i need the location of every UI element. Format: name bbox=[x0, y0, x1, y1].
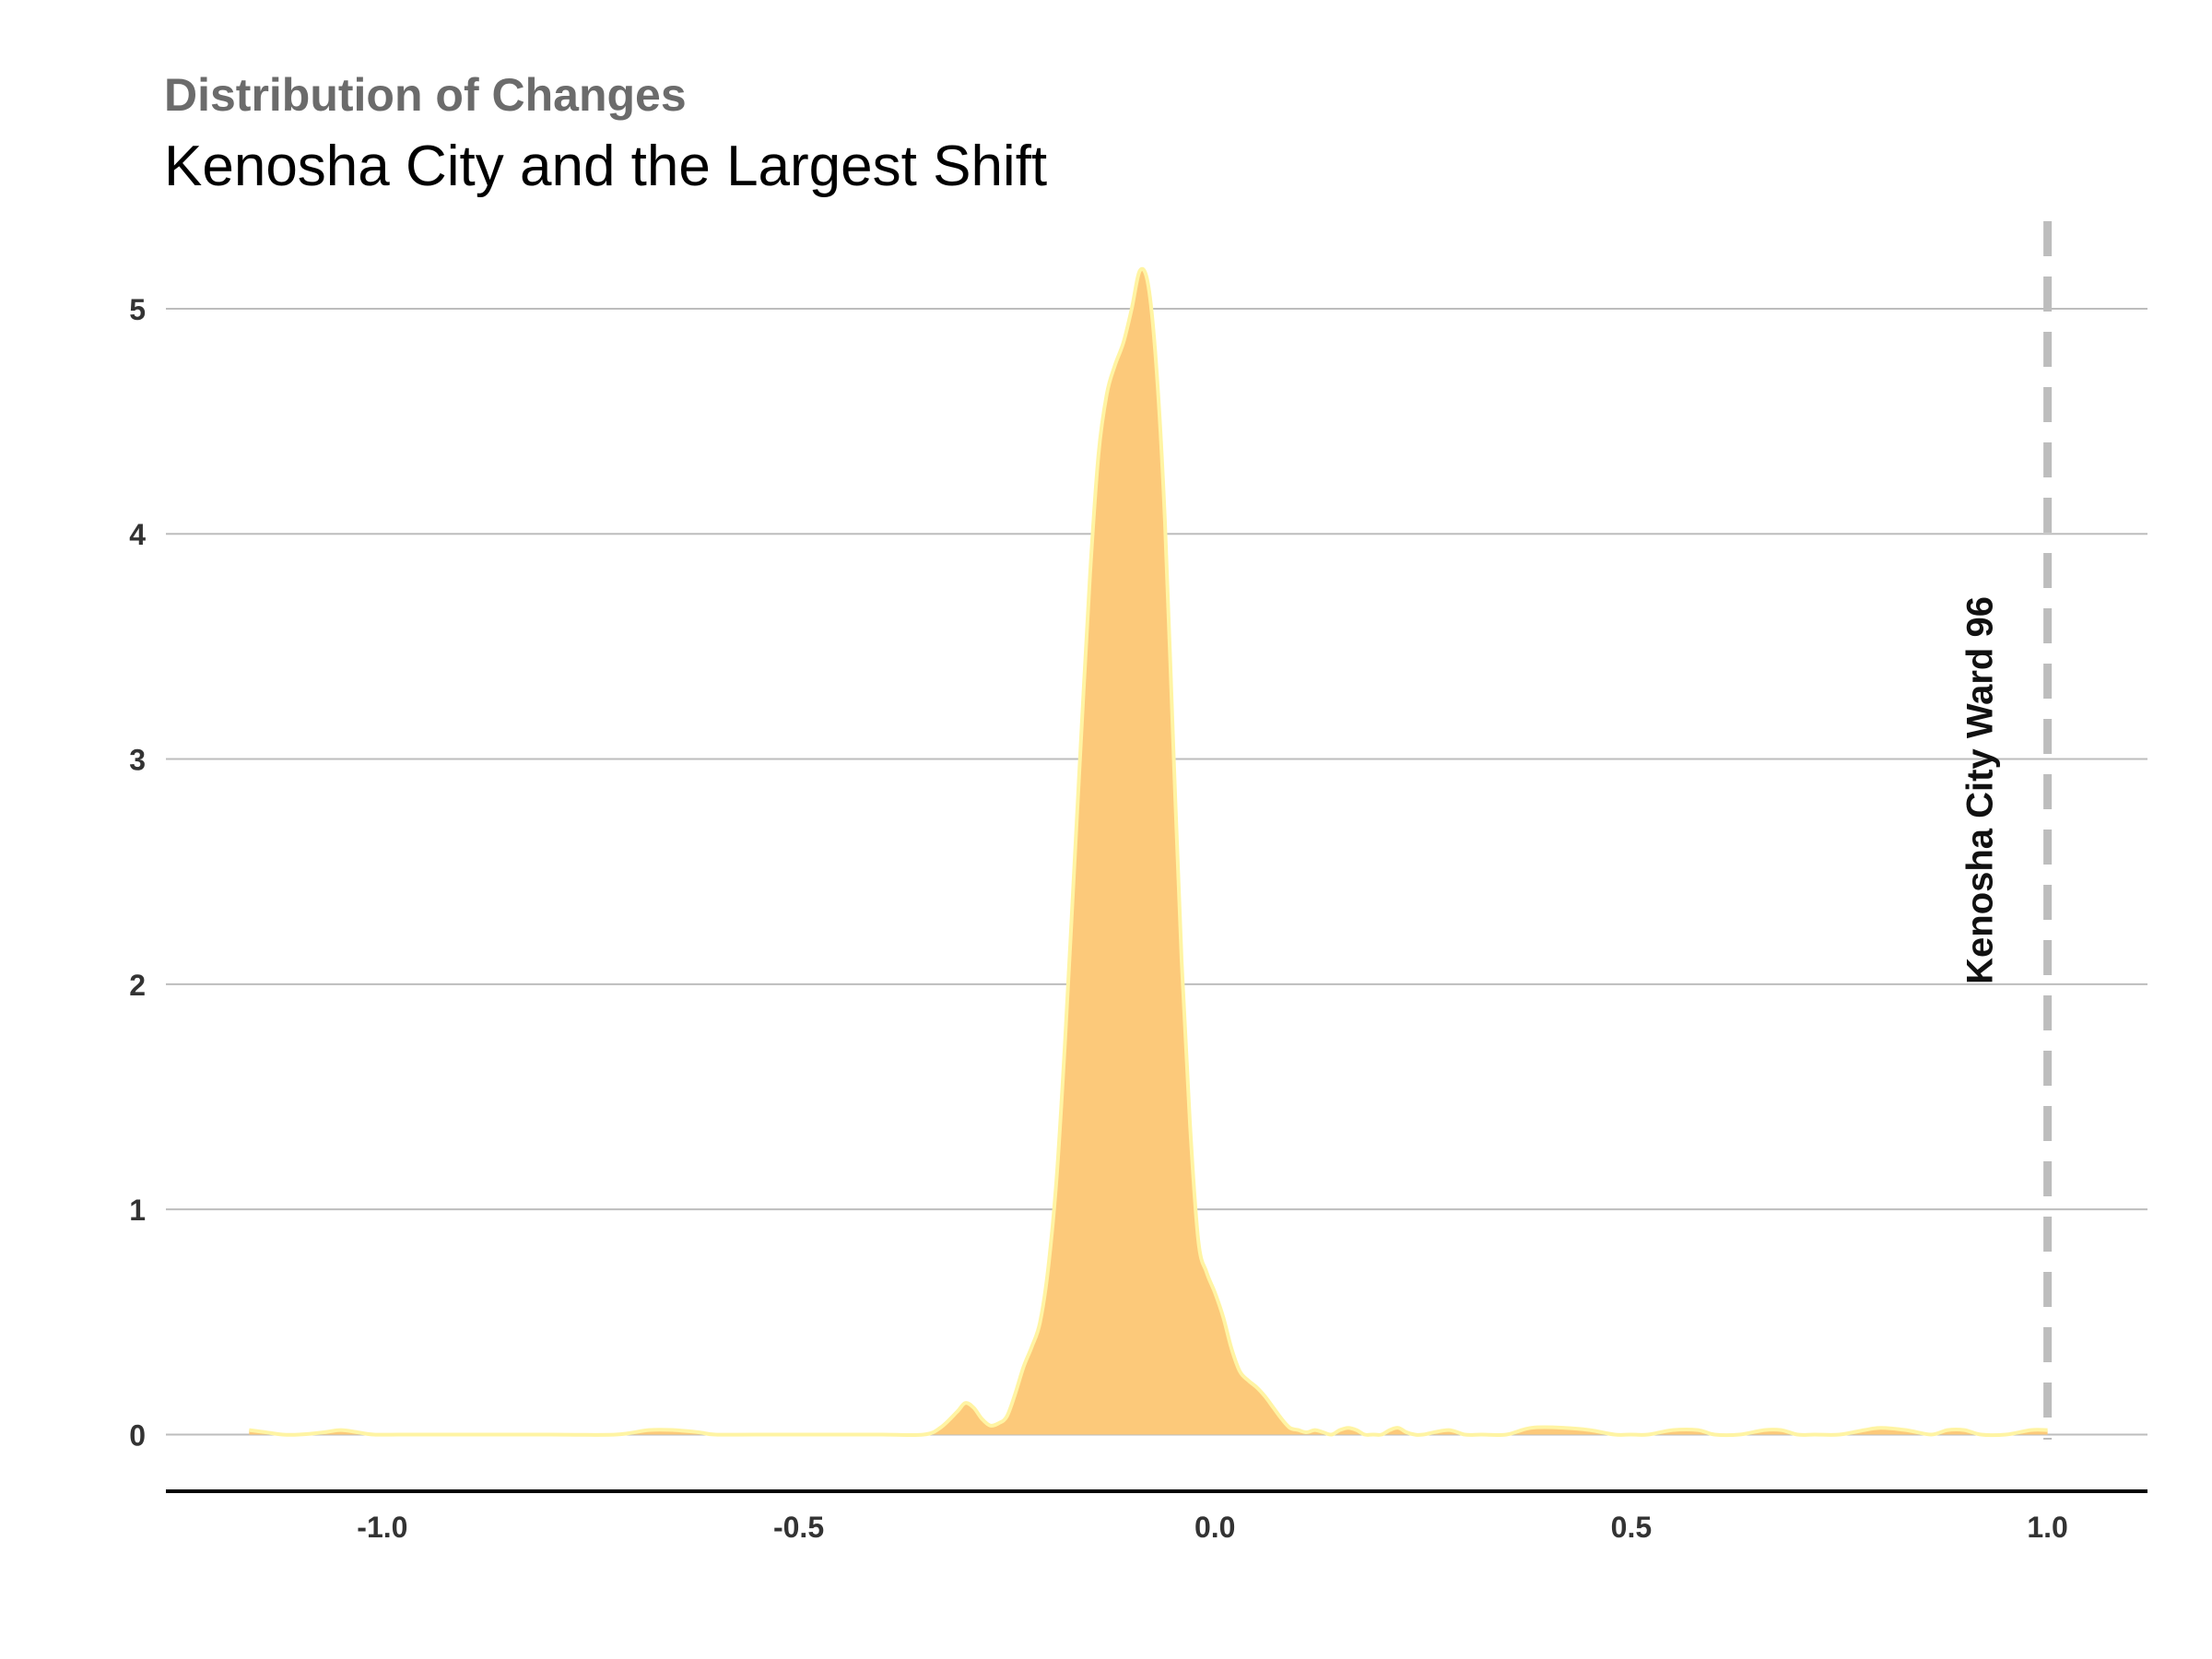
x-tick-label: -0.5 bbox=[773, 1511, 824, 1544]
x-tick-label: -1.0 bbox=[357, 1511, 407, 1544]
ward-annotation-label: Kenosha City Ward 96 bbox=[1959, 596, 2000, 984]
y-tick-label: 2 bbox=[129, 969, 146, 1002]
chart-kicker: Distribution of Changes bbox=[164, 69, 687, 121]
x-tick-label: 1.0 bbox=[2027, 1511, 2067, 1544]
x-axis: -1.0 -0.5 0.0 0.5 1.0 bbox=[166, 1489, 2147, 1544]
y-axis: 0 1 2 3 4 5 bbox=[129, 293, 146, 1453]
x-tick-label: 0.5 bbox=[1611, 1511, 1652, 1544]
y-tick-label: 4 bbox=[129, 518, 146, 551]
y-tick-label: 5 bbox=[129, 293, 146, 326]
y-tick-label: 1 bbox=[129, 1194, 146, 1227]
density-fill bbox=[249, 268, 2048, 1436]
annotations: Kenosha City Ward 96 bbox=[1959, 221, 2053, 1440]
x-tick-label: 0.0 bbox=[1194, 1511, 1235, 1544]
y-tick-label: 0 bbox=[129, 1418, 146, 1452]
density-line bbox=[249, 266, 2048, 1438]
chart-title: Kenosha City and the Largest Shift bbox=[164, 135, 1048, 198]
y-tick-label: 3 bbox=[129, 744, 146, 777]
density-area bbox=[249, 266, 2048, 1438]
